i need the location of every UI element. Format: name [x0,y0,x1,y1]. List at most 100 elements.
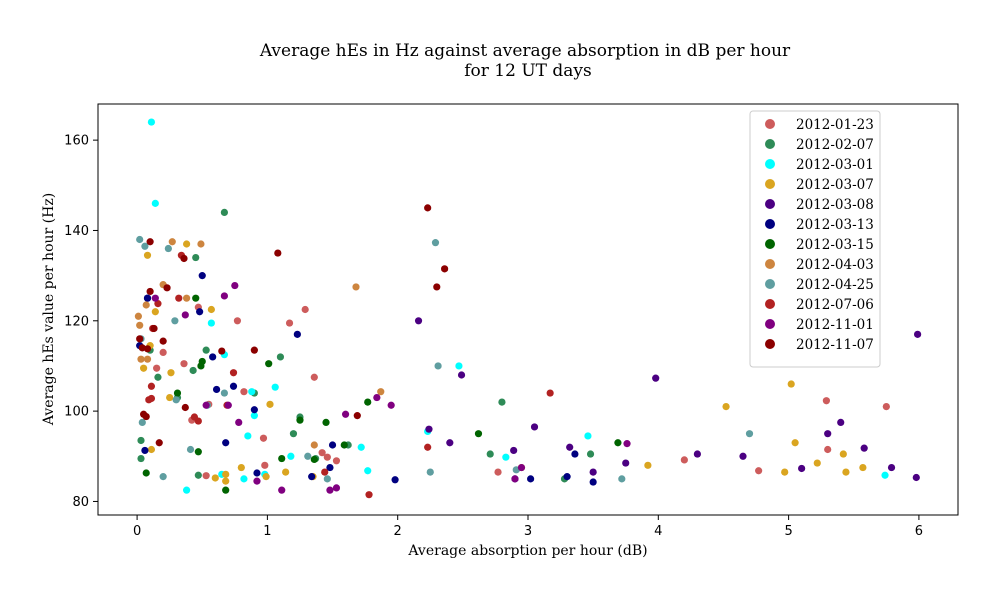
data-point [137,455,144,462]
data-point [196,308,203,315]
data-point [531,423,538,430]
data-point [221,292,228,299]
data-point [190,367,197,374]
data-point [183,487,190,494]
data-point [278,487,285,494]
data-point [183,240,190,247]
legend-marker [765,279,775,289]
data-point [240,475,247,482]
data-point [169,238,176,245]
data-point [183,295,190,302]
data-point [195,417,202,424]
chart-title-line-2: for 12 UT days [464,61,592,81]
data-point [212,474,219,481]
data-point [173,396,180,403]
legend-label: 2012-04-03 [796,257,874,273]
legend-label: 2012-07-06 [796,297,874,313]
data-point [391,476,398,483]
data-point [584,432,591,439]
data-point [446,439,453,446]
legend-label: 2012-03-01 [796,157,874,173]
data-point [225,402,232,409]
data-point [527,475,534,482]
data-point [208,319,215,326]
data-point [432,239,439,246]
data-point [364,467,371,474]
data-point [251,406,258,413]
legend-label: 2012-03-13 [796,217,874,233]
data-point [458,371,465,378]
data-point [502,454,509,461]
data-point [253,478,260,485]
data-point [788,380,795,387]
data-point [840,450,847,457]
data-point [290,430,297,437]
legend-marker [765,119,775,129]
data-point [842,468,849,475]
legend-marker [765,199,775,209]
data-point [152,200,159,207]
data-point [222,487,229,494]
y-tick-label: 120 [64,314,89,329]
data-point [147,288,154,295]
data-point [798,465,805,472]
x-tick-label: 0 [133,524,141,539]
data-point [277,353,284,360]
data-point [296,417,303,424]
data-point [231,282,238,289]
data-point [424,444,431,451]
data-point [166,394,173,401]
data-point [415,317,422,324]
legend-marker [765,219,775,229]
data-point [861,445,868,452]
data-point [566,444,573,451]
data-point [365,491,372,498]
data-point [144,295,151,302]
data-point [136,322,143,329]
data-point [266,401,273,408]
data-point [388,402,395,409]
data-point [213,386,220,393]
data-point [148,395,155,402]
data-point [590,468,597,475]
data-point [265,360,272,367]
x-axis-label: Average absorption per hour (dB) [407,543,647,559]
data-point [174,389,181,396]
data-point [209,353,216,360]
data-point [167,369,174,376]
legend: 2012-01-232012-02-072012-03-012012-03-07… [750,111,880,367]
data-point [251,347,258,354]
data-point [199,358,206,365]
data-point [311,441,318,448]
data-point [147,238,154,245]
data-point [148,446,155,453]
data-point [272,384,279,391]
data-point [144,252,151,259]
data-point [563,473,570,480]
data-point [547,389,554,396]
data-point [171,317,178,324]
data-point [187,446,194,453]
data-point [240,388,247,395]
y-axis-label: Average hEs value per hour (Hz) [41,193,57,426]
legend-label: 2012-02-07 [796,137,874,153]
data-point [814,459,821,466]
data-point [148,118,155,125]
data-point [163,284,170,291]
data-point [823,397,830,404]
data-point [618,475,625,482]
data-point [324,454,331,461]
legend-label: 2012-03-08 [796,197,874,213]
data-point [427,468,434,475]
data-point [321,468,328,475]
data-point [148,383,155,390]
data-point [304,453,311,460]
data-point [143,301,150,308]
data-point [322,419,329,426]
data-point [144,356,151,363]
data-point [160,349,167,356]
data-point [222,471,229,478]
data-point [324,475,331,482]
data-point [311,374,318,381]
